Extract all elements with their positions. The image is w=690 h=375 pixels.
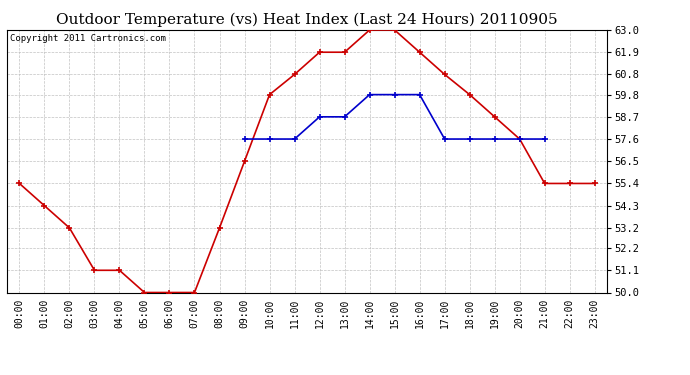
Text: Copyright 2011 Cartronics.com: Copyright 2011 Cartronics.com bbox=[10, 34, 166, 43]
Title: Outdoor Temperature (vs) Heat Index (Last 24 Hours) 20110905: Outdoor Temperature (vs) Heat Index (Las… bbox=[57, 13, 558, 27]
